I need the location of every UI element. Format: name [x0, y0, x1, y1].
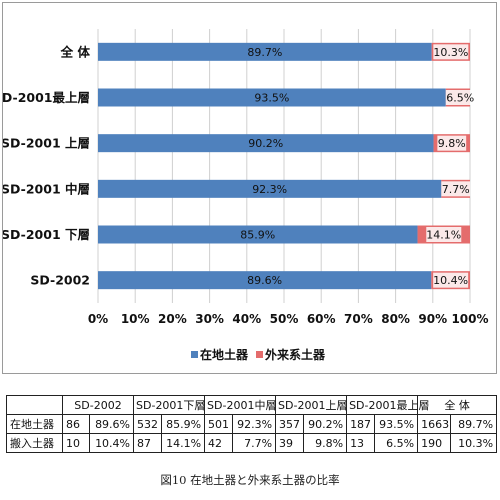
- count-cell: 13: [346, 433, 376, 453]
- stacked-bar-chart: 0% 10% 20% 30% 40% 50% 60% 70% 80% 90% 100% 全 体 89.7…: [3, 29, 489, 362]
- count-cell: 87: [133, 433, 163, 453]
- data-label: 90.2%: [248, 137, 283, 150]
- table-row: 搬入土器 10 10.4% 87 14.1% 42 7.7% 39 9.8% 13 6.5% 190 1…: [6, 433, 498, 453]
- legend-label: 在地土器: [200, 347, 249, 362]
- count-cell: 501: [204, 414, 234, 434]
- percent-cell: 9.8%: [303, 433, 348, 453]
- count-table: SD-2002 SD-2001下層 SD-2001中層 SD-2001上層 SD-200…: [6, 395, 498, 453]
- x-tick-label: 30%: [195, 312, 224, 326]
- count-cell: 532: [133, 414, 163, 434]
- percent-cell: 6.5%: [374, 433, 419, 453]
- bar-segment: [98, 88, 446, 107]
- figure-caption: 図10 在地土器と外来系土器の比率: [160, 473, 340, 487]
- table-row: 在地土器 86 89.6% 532 85.9% 501 92.3% 357 90.2% 187 93…: [6, 414, 498, 434]
- percent-cell: 93.5%: [374, 414, 419, 434]
- x-tick-label: 80%: [381, 312, 410, 326]
- data-label-box: [426, 227, 462, 242]
- category-label: SD-2001 中層: [3, 181, 90, 196]
- x-tick-label: 40%: [232, 312, 261, 326]
- count-cell: 1663: [417, 414, 452, 434]
- percent-cell: 89.7%: [450, 414, 498, 434]
- data-label: 7.7%: [442, 183, 470, 196]
- count-cell: 187: [346, 414, 376, 434]
- x-tick-label: 90%: [418, 312, 447, 326]
- data-label: 89.7%: [247, 46, 282, 59]
- data-label-box: [433, 272, 469, 288]
- row-header: 搬入土器: [6, 433, 63, 453]
- x-tick-label: 10%: [121, 312, 150, 326]
- count-cell: 39: [275, 433, 305, 453]
- column-header: 全 体: [417, 395, 498, 415]
- data-label: 92.3%: [252, 183, 287, 196]
- bar-segment: [98, 179, 442, 198]
- percent-cell: 10.3%: [450, 433, 498, 453]
- data-label: 10.4%: [433, 274, 468, 287]
- data-label-box: [433, 44, 469, 60]
- x-tick-label: 70%: [344, 312, 373, 326]
- legend-swatch: [191, 351, 198, 358]
- x-tick-label: 50%: [270, 312, 299, 326]
- x-tick-label: 20%: [158, 312, 187, 326]
- category-label: SD-2001 上層: [3, 136, 90, 151]
- category-label: SD-2001 下層: [3, 227, 90, 242]
- bar-segment: [98, 134, 434, 153]
- category-label: 全 体: [60, 44, 91, 59]
- column-header: SD-2001上層: [275, 395, 347, 415]
- category-label: SD-2001最上層: [3, 90, 90, 105]
- percent-cell: 85.9%: [161, 414, 206, 434]
- data-label-box: [437, 135, 467, 151]
- column-header: SD-2002: [61, 395, 135, 415]
- data-label: 85.9%: [240, 229, 275, 242]
- data-label: 14.1%: [426, 229, 461, 242]
- percent-cell: 14.1%: [161, 433, 206, 453]
- column-header: SD-2001中層: [204, 395, 276, 415]
- count-cell: 357: [275, 414, 305, 434]
- count-cell: 86: [62, 414, 90, 434]
- percent-cell: 92.3%: [232, 414, 277, 434]
- percent-cell: 89.6%: [88, 414, 135, 434]
- legend-label: 外来系土器: [265, 347, 326, 362]
- count-cell: 10: [62, 433, 90, 453]
- percent-cell: 90.2%: [303, 414, 348, 434]
- data-label: 89.6%: [247, 274, 282, 287]
- x-tick-label: 0%: [88, 312, 108, 326]
- x-tick-label: 60%: [307, 312, 336, 326]
- category-label: SD-2002: [30, 273, 90, 288]
- legend-swatch: [256, 351, 263, 358]
- count-cell: 190: [417, 433, 452, 453]
- column-header: SD-2001最上層: [346, 395, 429, 415]
- bar-segment: [98, 42, 432, 61]
- percent-cell: 10.4%: [88, 433, 135, 453]
- data-label: 93.5%: [254, 92, 289, 105]
- data-label: 9.8%: [438, 137, 466, 150]
- bar-segment: [98, 225, 418, 244]
- data-label: 6.5%: [446, 92, 474, 105]
- bar-segment: [98, 271, 432, 290]
- row-header: 在地土器: [6, 414, 63, 434]
- data-label-box: [445, 90, 475, 105]
- table-body: SD-2002 SD-2001下層 SD-2001中層 SD-2001上層 SD-200…: [6, 395, 498, 453]
- x-tick-label: 100%: [451, 312, 488, 326]
- data-label-box: [441, 181, 471, 197]
- percent-cell: 7.7%: [232, 433, 277, 453]
- table-corner: [6, 395, 63, 415]
- column-header: SD-2001下層: [133, 395, 205, 415]
- table-header-row: SD-2002 SD-2001下層 SD-2001中層 SD-2001上層 SD-200…: [6, 395, 498, 415]
- chart-frame: 0% 10% 20% 30% 40% 50% 60% 70% 80% 90% 100% 全 体 89.7…: [2, 2, 497, 374]
- count-cell: 42: [204, 433, 234, 453]
- data-label: 10.3%: [433, 46, 468, 59]
